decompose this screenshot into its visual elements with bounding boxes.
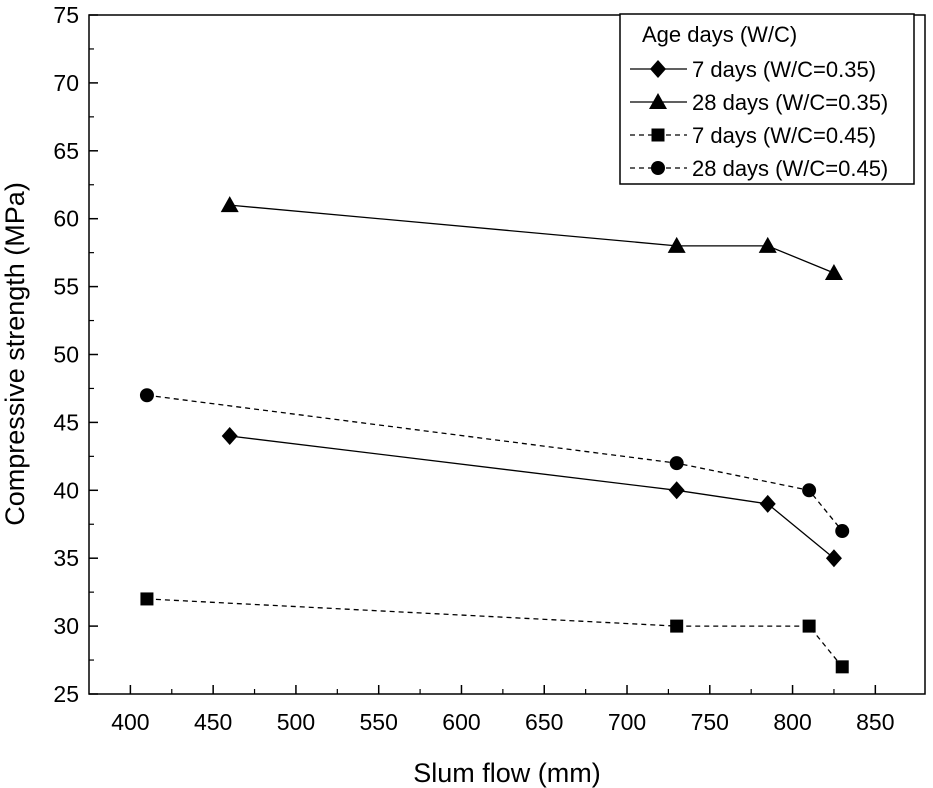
x-tick-label: 700 <box>608 709 646 735</box>
x-tick-label: 500 <box>277 709 315 735</box>
data-point-circle <box>139 388 154 403</box>
y-axis-title: Compressive strength (MPa) <box>0 182 30 526</box>
legend-label: 28 days (W/C=0.45) <box>692 156 888 181</box>
data-point-circle <box>669 456 684 471</box>
data-point-square <box>670 619 684 633</box>
data-point-square <box>802 619 816 633</box>
y-tick-label: 75 <box>53 2 79 28</box>
series-1 <box>221 426 842 568</box>
legend-marker-circle <box>651 161 665 175</box>
x-tick-label: 400 <box>111 709 149 735</box>
legend-box <box>619 13 915 185</box>
y-tick-label: 40 <box>53 477 79 503</box>
legend-entry: 7 days (W/C=0.45) <box>630 123 876 148</box>
data-point-diamond <box>221 426 238 445</box>
data-point-diamond <box>759 494 776 513</box>
y-tick-label: 70 <box>53 70 79 96</box>
legend-entries: 7 days (W/C=0.35) 28 days (W/C=0.35) 7 day… <box>630 57 888 181</box>
data-point-triangle <box>824 264 843 281</box>
x-tick-label: 450 <box>194 709 232 735</box>
y-tick-label: 65 <box>53 138 79 164</box>
legend-label: 7 days (W/C=0.45) <box>692 123 876 148</box>
y-tick-label: 55 <box>53 274 79 300</box>
x-tick-label: 750 <box>691 709 729 735</box>
legend: Age days (W/C) 7 days (W/C=0.35) 28 days … <box>619 13 915 185</box>
y-tick-label: 50 <box>53 342 79 368</box>
x-tick-label: 550 <box>360 709 398 735</box>
series-2 <box>220 196 843 281</box>
data-point-triangle <box>758 236 777 253</box>
data-point-diamond <box>668 481 685 500</box>
data-point-diamond <box>825 549 842 568</box>
series-3 <box>140 592 849 674</box>
y-tick-label: 25 <box>53 681 79 707</box>
y-tick-label: 30 <box>53 613 79 639</box>
legend-label: 7 days (W/C=0.35) <box>692 57 876 82</box>
data-point-circle <box>802 483 817 498</box>
y-tick-label: 60 <box>53 206 79 232</box>
series-layer <box>139 196 850 674</box>
data-point-square <box>140 592 154 606</box>
y-tick-label: 35 <box>53 545 79 571</box>
series-line <box>229 435 835 559</box>
series-line <box>146 598 843 668</box>
y-axis-ticks: 25 30 35 40 45 50 55 60 65 70 75 <box>53 2 98 707</box>
data-point-circle <box>835 524 850 539</box>
legend-marker-diamond <box>650 60 666 78</box>
legend-marker-square <box>651 128 665 142</box>
x-axis-title: Slum flow (mm) <box>413 758 601 788</box>
data-point-square <box>835 660 849 674</box>
x-tick-label: 650 <box>525 709 563 735</box>
legend-label: 28 days (W/C=0.35) <box>692 90 888 115</box>
data-point-triangle <box>220 196 239 213</box>
x-axis-ticks: 400 450 500 550 600 650 700 750 800 850 <box>111 685 895 735</box>
series-4 <box>139 388 850 539</box>
y-tick-label: 45 <box>53 409 79 435</box>
legend-title: Age days (W/C) <box>642 22 797 47</box>
series-line <box>146 394 843 532</box>
x-tick-label: 800 <box>773 709 811 735</box>
legend-marker-triangle <box>649 93 667 109</box>
legend-entry: 7 days (W/C=0.35) <box>630 57 876 82</box>
data-point-triangle <box>667 236 686 253</box>
legend-entry: 28 days (W/C=0.35) <box>630 90 888 115</box>
x-tick-label: 850 <box>856 709 894 735</box>
series-line <box>229 204 835 274</box>
legend-entry: 28 days (W/C=0.45) <box>630 156 888 181</box>
x-tick-label: 600 <box>442 709 480 735</box>
